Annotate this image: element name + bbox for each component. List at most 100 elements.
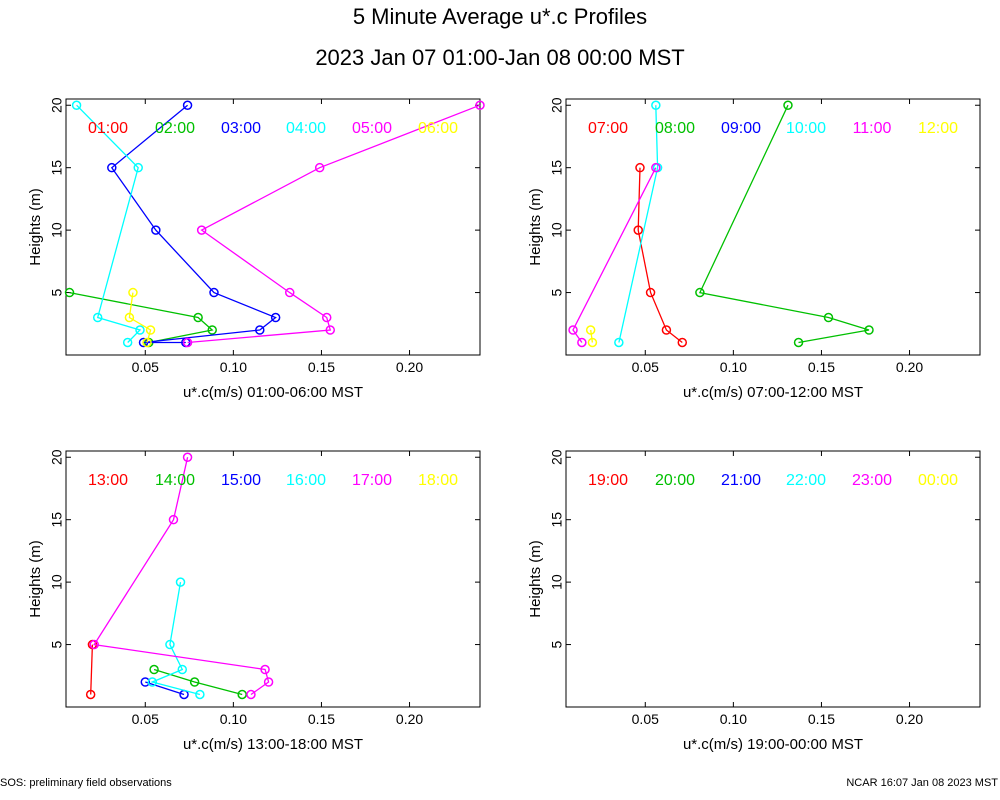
data-point — [64, 287, 75, 298]
data-point — [255, 325, 265, 335]
legend-label: 19:00 — [588, 472, 628, 489]
y-tick-label: 15 — [549, 160, 565, 176]
y-tick-label: 10 — [49, 574, 65, 590]
legend-label: 02:00 — [155, 120, 195, 137]
legend-label: 15:00 — [221, 472, 261, 489]
chart-title: 5 Minute Average u*.c Profiles — [352, 4, 648, 29]
x-tick-label: 0.05 — [132, 359, 159, 375]
data-point — [661, 325, 672, 335]
legend-label: 08:00 — [655, 120, 695, 137]
data-point — [182, 337, 193, 348]
x-tick-label: 0.20 — [396, 359, 423, 375]
legend-label: 09:00 — [721, 120, 761, 137]
data-point — [151, 225, 161, 235]
chart-panel-2: 0.05 0.10 0.15 0.20 5 10 15 20 u*.c(m/s) 07:00-1… — [527, 97, 981, 401]
series-line-1400 — [153, 668, 243, 696]
data-point — [585, 325, 596, 335]
x-tick-label: 0.10 — [220, 711, 247, 727]
data-point — [314, 162, 325, 173]
x-tick-label: 0.10 — [220, 359, 247, 375]
y-tick-label: 15 — [49, 512, 65, 528]
x-tick-label: 0.15 — [808, 359, 835, 375]
data-point — [195, 689, 205, 700]
x-tick-label: 0.10 — [720, 711, 747, 727]
data-point — [92, 312, 103, 323]
data-point — [645, 287, 656, 298]
legend-label: 21:00 — [721, 472, 761, 489]
data-point — [142, 337, 152, 348]
data-point — [107, 162, 117, 173]
data-point — [133, 162, 143, 173]
data-point — [783, 100, 793, 110]
data-point — [246, 689, 256, 700]
y-axis-label: Heights (m) — [527, 540, 544, 618]
data-point — [263, 677, 274, 687]
chart-panel-1: 0.05 0.10 0.15 0.20 5 10 15 20 u*.c(m/s) 01:00-0… — [27, 97, 485, 401]
plot-frame — [565, 450, 981, 708]
data-point — [793, 337, 804, 348]
data-point — [182, 100, 193, 110]
series-line-1100 — [572, 167, 657, 343]
legend-label: 20:00 — [655, 472, 695, 489]
y-tick-label: 20 — [49, 97, 65, 113]
x-tick-label: 0.15 — [308, 711, 335, 727]
x-tick-label: 0.05 — [132, 711, 159, 727]
series-line-1300 — [90, 644, 94, 695]
data-point — [196, 225, 207, 235]
legend-label: 14:00 — [155, 472, 195, 489]
legend-label: 23:00 — [852, 472, 892, 489]
data-point — [135, 325, 145, 335]
data-point — [260, 664, 270, 675]
data-point — [122, 337, 133, 348]
y-tick-label: 10 — [549, 574, 565, 590]
legend-label: 13:00 — [88, 472, 128, 489]
data-point — [614, 337, 624, 348]
y-tick-label: 20 — [549, 97, 565, 113]
data-point — [193, 312, 203, 323]
legend-label: 12:00 — [918, 120, 958, 137]
y-axis-label: Heights (m) — [527, 188, 544, 266]
footer-right-note: NCAR 16:07 Jan 08 2023 MST — [846, 777, 998, 789]
chart-subtitle: 2023 Jan 07 01:00-Jan 08 00:00 MST — [315, 45, 685, 70]
data-point — [577, 337, 587, 348]
series-line-0300 — [110, 104, 277, 344]
x-axis-label: u*.c(m/s) 19:00-00:00 MST — [683, 736, 863, 753]
legend-label: 05:00 — [352, 120, 392, 137]
data-point — [124, 312, 135, 323]
x-tick-label: 0.05 — [632, 711, 659, 727]
data-point — [270, 312, 281, 323]
legend-label: 03:00 — [221, 120, 261, 137]
footer-left-note: SOS: preliminary field observations — [0, 777, 172, 789]
data-point — [864, 325, 874, 335]
data-point — [147, 677, 158, 687]
y-axis-label: Heights (m) — [27, 540, 44, 618]
data-point — [85, 689, 96, 700]
x-tick-label: 0.20 — [896, 359, 923, 375]
plot-frame — [65, 450, 481, 708]
plot-frame — [565, 98, 981, 356]
series-line-1000 — [618, 105, 659, 343]
legend-label: 04:00 — [286, 120, 326, 137]
legend-label: 10:00 — [786, 120, 826, 137]
data-point — [823, 312, 834, 323]
x-tick-label: 0.05 — [632, 359, 659, 375]
y-tick-label: 15 — [549, 512, 565, 528]
legend-label: 16:00 — [286, 472, 326, 489]
data-point — [209, 287, 219, 298]
x-tick-label: 0.15 — [308, 359, 335, 375]
x-axis-label: u*.c(m/s) 13:00-18:00 MST — [183, 736, 363, 753]
data-point — [175, 577, 186, 587]
x-tick-label: 0.10 — [720, 359, 747, 375]
data-point — [651, 162, 661, 173]
x-axis-label: u*.c(m/s) 07:00-12:00 MST — [683, 384, 863, 401]
y-tick-label: 5 — [549, 640, 565, 648]
data-point — [168, 514, 179, 525]
y-tick-label: 10 — [49, 222, 65, 238]
data-point — [71, 100, 82, 110]
data-point — [635, 162, 645, 173]
series-line-0400 — [76, 104, 142, 343]
data-point — [695, 287, 705, 298]
data-point — [677, 337, 688, 348]
data-point — [165, 639, 175, 650]
